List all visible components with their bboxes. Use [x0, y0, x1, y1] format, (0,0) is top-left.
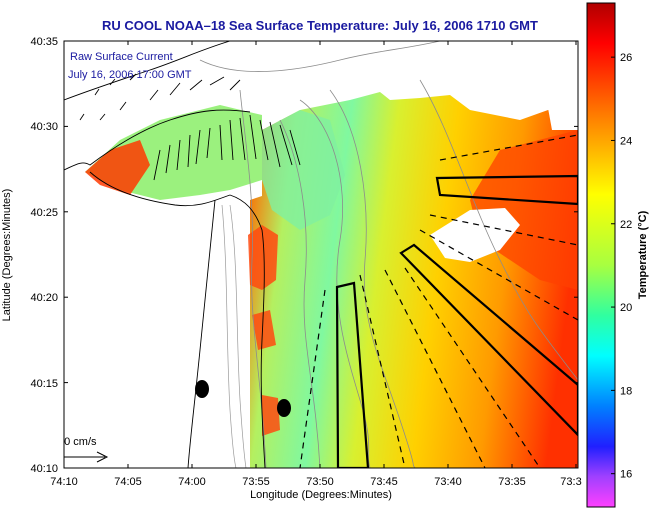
colorbar-tick-label: 22 — [620, 219, 632, 231]
x-axis-label: Longitude (Degrees:Minutes) — [250, 489, 392, 501]
survey-box-south — [335, 281, 370, 468]
station-marker-east — [277, 399, 291, 417]
coastline — [64, 41, 266, 468]
y-tick-label: 40:30 — [30, 121, 58, 133]
y-tick-labels: 40:35 40:30 40:25 40:20 40:15 40:10 — [30, 36, 58, 475]
figure-title: RU COOL NOAA–18 Sea Surface Temperature:… — [102, 18, 538, 33]
y-axis-label: Latitude (Degrees:Minutes) — [1, 189, 13, 322]
overlay-date: July 16, 2006 17:00 GMT — [68, 69, 192, 81]
scale-arrow — [64, 451, 109, 463]
colorbar-tick-label: 18 — [620, 385, 632, 397]
colorbar-tick-label: 20 — [620, 302, 632, 314]
sst-harbor-warm-edge — [85, 140, 150, 195]
y-tick-label: 40:20 — [30, 292, 58, 304]
y-tick-label: 40:10 — [30, 463, 58, 475]
surface-current-vectors — [79, 73, 301, 181]
survey-box-diagonal — [399, 243, 578, 437]
plot-frame — [63, 40, 579, 469]
y-tick-label: 40:35 — [30, 36, 58, 48]
x-tick-label: 73:35 — [498, 476, 526, 488]
y-tick-label: 40:15 — [30, 378, 58, 390]
plot-area: Raw Surface Current July 16, 2006 17:00 … — [58, 41, 578, 468]
colorbar — [586, 2, 616, 508]
axis-ticks — [63, 40, 578, 469]
x-tick-label: 73:50 — [306, 476, 334, 488]
cloud-mask-small — [548, 105, 578, 130]
colorbar-ticks: 26 24 22 20 18 16 — [611, 52, 632, 481]
x-tick-label: 74:05 — [114, 476, 142, 488]
colorbar-tick-label: 26 — [620, 52, 632, 64]
x-tick-labels: 74:10 74:05 74:00 73:55 73:50 73:45 73:4… — [50, 476, 581, 488]
transect-lines — [299, 134, 578, 468]
x-tick-label: 73:55 — [242, 476, 270, 488]
x-tick-label: 74:10 — [50, 476, 78, 488]
y-tick-label: 40:25 — [30, 207, 58, 219]
station-marker-west — [195, 380, 209, 398]
survey-box-east-top — [435, 174, 578, 206]
x-tick-label: 73:45 — [370, 476, 398, 488]
x-tick-label: 73:40 — [434, 476, 462, 488]
sst-coastal-warm-patches — [248, 225, 280, 436]
nearshore-contours — [221, 204, 247, 468]
sst-cool-plume — [262, 110, 345, 230]
survey-boxes — [335, 174, 578, 468]
x-tick-label: 73:3 — [560, 476, 581, 488]
scale-label: 50 cm/s — [58, 436, 97, 448]
x-tick-label: 74:00 — [178, 476, 206, 488]
overlay-title: Raw Surface Current — [70, 51, 173, 63]
colorbar-label: Temperature (°C) — [637, 210, 649, 299]
colorbar-tick-label: 16 — [620, 469, 632, 481]
colorbar-tick-label: 24 — [620, 135, 632, 147]
